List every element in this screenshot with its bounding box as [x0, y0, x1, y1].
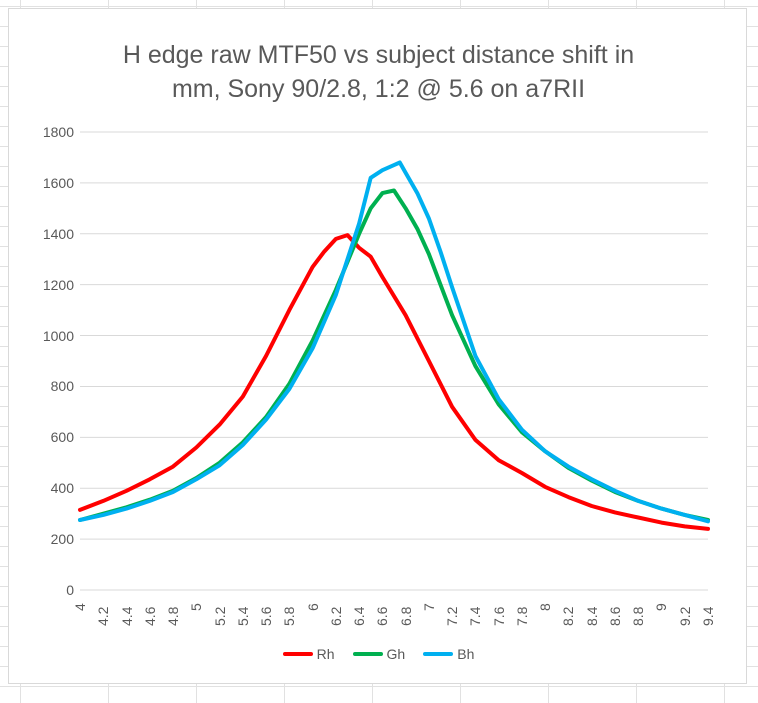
- legend-item-gh: Gh: [352, 646, 406, 662]
- x-tick-label: 9.4: [700, 606, 716, 627]
- legend-label-bh: Bh: [457, 646, 475, 662]
- x-tick-label: 7.4: [467, 606, 484, 627]
- y-tick-label: 1800: [42, 124, 74, 140]
- x-tick-label: 4.8: [165, 606, 182, 627]
- legend-item-bh: Bh: [423, 646, 474, 662]
- x-tick-label: 6: [304, 603, 321, 611]
- x-tick-label: 9: [653, 603, 670, 611]
- x-tick-label: 6.4: [351, 606, 368, 627]
- series-line-rh: [78, 233, 710, 531]
- legend-swatch-bh: [423, 652, 454, 656]
- x-tick-label: 8.2: [560, 606, 577, 627]
- x-tick-label: 5.2: [211, 606, 228, 627]
- chart-area[interactable]: H edge raw MTF50 vs subject distance shi…: [8, 8, 747, 684]
- x-tick-label: 4.4: [118, 606, 135, 627]
- y-tick-label: 200: [50, 531, 74, 548]
- x-tick-label: 7.6: [490, 606, 507, 627]
- x-tick-label: 4.2: [95, 606, 112, 627]
- x-tick-label: 5.8: [281, 606, 298, 627]
- chart-plot-svg: [78, 131, 710, 591]
- legend-label-rh: Rh: [316, 646, 335, 662]
- x-tick-label: 8: [537, 603, 554, 611]
- x-tick-label: 7: [420, 603, 437, 611]
- x-tick-label: 8.4: [583, 606, 600, 627]
- legend-swatch-gh: [352, 652, 383, 656]
- x-tick-label: 6.2: [327, 606, 344, 627]
- x-tick-label: 5: [188, 603, 205, 611]
- y-tick-label: 1600: [42, 174, 74, 191]
- x-tick-label: 9.2: [676, 606, 693, 627]
- x-tick-label: 5.6: [258, 606, 275, 627]
- x-tick-label: 5.4: [234, 606, 251, 627]
- chart-legend: Rh Gh Bh: [9, 646, 748, 662]
- y-tick-label: 1200: [42, 276, 74, 293]
- chart-title-line-2: mm, Sony 90/2.8, 1:2 @ 5.6 on a7RII: [171, 75, 586, 103]
- x-tick-label: 8.6: [606, 606, 623, 627]
- x-tick-label: 7.2: [444, 606, 461, 627]
- legend-label-gh: Gh: [386, 646, 406, 662]
- series-line-bh: [78, 160, 710, 524]
- x-tick-label: 7.8: [513, 606, 530, 627]
- legend-swatch-rh: [282, 652, 313, 656]
- chart-title-line-1: H edge raw MTF50 vs subject distance shi…: [122, 41, 635, 69]
- x-tick-label: 8.8: [630, 606, 647, 627]
- y-tick-label: 1000: [42, 327, 74, 344]
- x-tick-label: 6.8: [397, 606, 414, 627]
- x-tick-label: 6.6: [374, 606, 391, 627]
- y-tick-label: 0: [66, 582, 74, 598]
- y-tick-label: 400: [50, 480, 74, 497]
- x-tick-label: 4.6: [141, 606, 158, 627]
- series-line-gh: [78, 188, 710, 522]
- y-tick-label: 800: [50, 378, 74, 395]
- y-tick-label: 600: [50, 429, 74, 446]
- legend-item-rh: Rh: [282, 646, 335, 662]
- x-tick-label: 4: [72, 603, 88, 611]
- y-tick-label: 1400: [42, 225, 74, 242]
